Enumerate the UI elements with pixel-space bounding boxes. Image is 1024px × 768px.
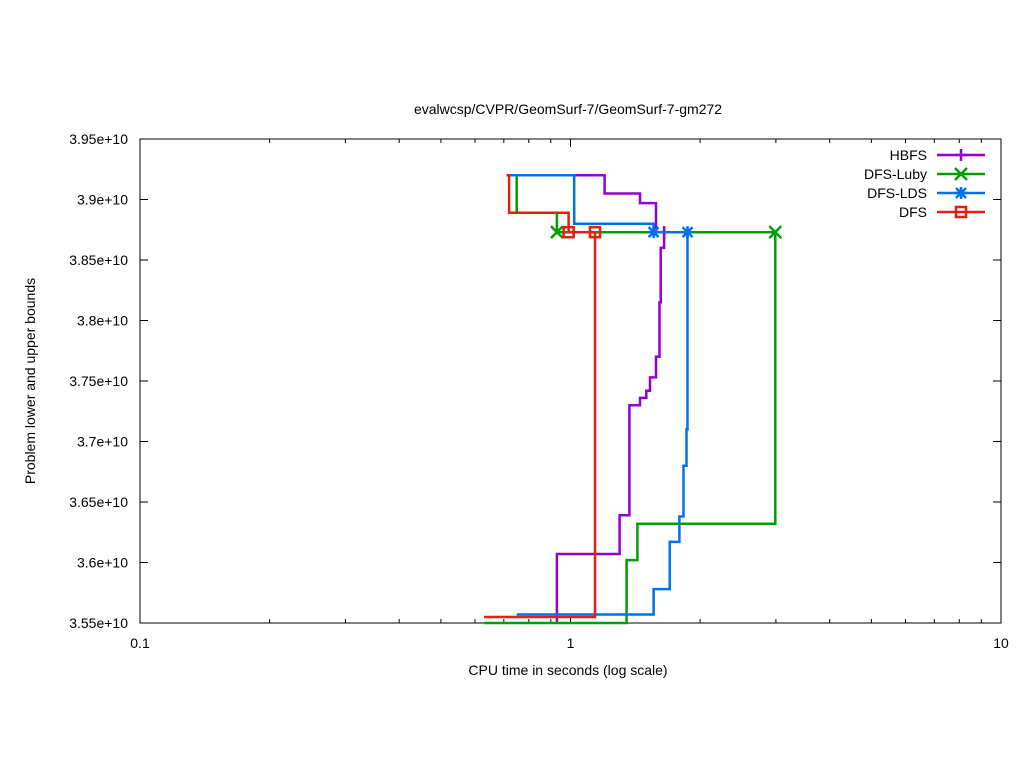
series-dfs-lds bbox=[506, 174, 694, 616]
marker-stroke bbox=[588, 225, 602, 239]
y-tick-label: 3.95e+10 bbox=[69, 131, 128, 147]
legend-entry-dfs: DFS bbox=[899, 204, 985, 220]
series-layer bbox=[484, 174, 783, 625]
legend-marker bbox=[954, 167, 968, 181]
series-dfs-luby bbox=[484, 174, 783, 625]
dfs-lower-bound-line bbox=[484, 232, 597, 619]
dfs-luby-point-marker bbox=[768, 225, 783, 240]
y-tick-label: 3.7e+10 bbox=[77, 434, 128, 450]
legend-label: DFS-Luby bbox=[864, 166, 927, 182]
marker-stroke bbox=[954, 167, 968, 181]
legend: HBFS DFS-Luby DFS-LDS DFS bbox=[864, 147, 985, 220]
plot-frame bbox=[139, 138, 1002, 624]
marker-stroke bbox=[954, 205, 968, 219]
marker-stroke bbox=[681, 226, 694, 239]
y-tick-label: 3.55e+10 bbox=[69, 615, 128, 631]
axes: 0.1 1 10 3.55e+10 3.6e+10 3.65e+10 3.7e+10 3.75… bbox=[69, 131, 1009, 651]
marker-stroke bbox=[768, 225, 783, 240]
series-dfs bbox=[484, 174, 602, 619]
legend-label: HBFS bbox=[890, 147, 927, 163]
legend-marker bbox=[955, 187, 967, 199]
legend-label: DFS bbox=[899, 204, 927, 220]
marker-stroke bbox=[550, 225, 564, 240]
legend-entry-hbfs: HBFS bbox=[890, 147, 985, 163]
dfs-point-marker bbox=[588, 225, 602, 239]
dfs-lds-lower-bound-line bbox=[516, 232, 689, 616]
marker-stroke bbox=[955, 187, 967, 199]
x-tick-label: 1 bbox=[567, 635, 575, 651]
x-tick-label: 10 bbox=[993, 635, 1009, 651]
dfs-luby-point-marker bbox=[550, 225, 564, 240]
y-tick-label: 3.75e+10 bbox=[69, 373, 128, 389]
legend-marker bbox=[955, 149, 967, 161]
dfs-point-marker bbox=[562, 225, 575, 239]
marker-stroke bbox=[562, 225, 575, 239]
y-tick-label: 3.8e+10 bbox=[77, 313, 128, 329]
y-tick-label: 3.6e+10 bbox=[77, 555, 128, 571]
dfs-luby-lower-bound-line bbox=[484, 232, 777, 625]
series-hbfs bbox=[509, 174, 671, 623]
legend-entry-dfs-luby: DFS-Luby bbox=[864, 166, 985, 182]
y-tick-label: 3.85e+10 bbox=[69, 252, 128, 268]
x-axis-label: CPU time in seconds (log scale) bbox=[468, 662, 667, 678]
legend-entry-dfs-lds: DFS-LDS bbox=[867, 185, 985, 201]
y-tick-label: 3.9e+10 bbox=[77, 192, 128, 208]
dfs-lds-point-marker bbox=[647, 226, 660, 239]
legend-marker bbox=[954, 205, 968, 219]
hbfs-upper-bound-line bbox=[509, 174, 665, 234]
hbfs-lower-bound-line bbox=[555, 232, 666, 623]
dfs-lds-upper-bound-line bbox=[506, 174, 688, 234]
legend-label: DFS-LDS bbox=[867, 185, 927, 201]
x-tick-label: 0.1 bbox=[130, 635, 150, 651]
dfs-lds-point-marker bbox=[681, 226, 694, 239]
y-axis-label: Problem lower and upper bounds bbox=[22, 278, 38, 484]
marker-stroke bbox=[647, 226, 660, 239]
chart-title: evalwcsp/CVPR/GeomSurf-7/GeomSurf-7-gm27… bbox=[414, 101, 722, 117]
y-tick-label: 3.65e+10 bbox=[69, 494, 128, 510]
